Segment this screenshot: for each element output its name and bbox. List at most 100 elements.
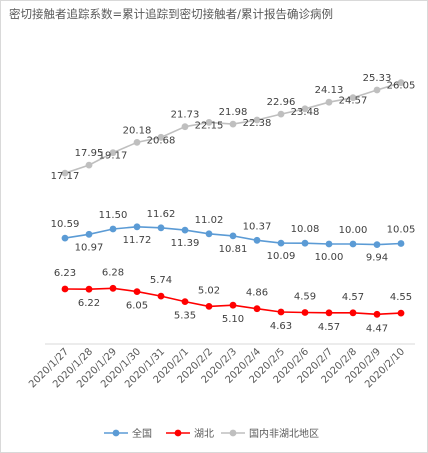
series-1-point — [325, 309, 333, 317]
series-2-point — [373, 86, 381, 94]
legend-label: 国内非湖北地区 — [249, 427, 319, 440]
data-label: 22.15 — [195, 120, 224, 131]
series-0-point — [397, 240, 405, 247]
series-2-point — [85, 161, 93, 169]
data-label: 20.18 — [123, 125, 152, 136]
series-0-point — [229, 232, 237, 240]
legend-label: 湖北 — [194, 428, 214, 440]
data-label: 21.98 — [219, 107, 248, 118]
series-2-point — [205, 119, 213, 126]
data-label: 6.28 — [102, 267, 124, 278]
legend: 全国 湖北 国内非湖北地区 — [104, 427, 319, 440]
data-label: 4.57 — [318, 322, 340, 333]
chart-title: 密切接触者追踪系数=累计追踪到密切接触者/累计报告确诊病例 — [9, 7, 334, 21]
series-1-point — [61, 285, 69, 293]
series-1-point — [181, 298, 189, 305]
series-0-point — [133, 223, 141, 231]
series-1-point — [253, 305, 261, 313]
data-label: 11.72 — [123, 235, 152, 246]
series-0-point — [325, 240, 333, 248]
series-1-point — [205, 303, 213, 310]
series-0-point — [181, 226, 189, 234]
data-label: 6.23 — [54, 268, 76, 279]
data-label: 6.22 — [78, 298, 100, 309]
series-2-point — [157, 133, 165, 141]
data-label: 24.13 — [315, 85, 344, 96]
series-1-point — [85, 285, 93, 293]
series-0-point — [109, 225, 117, 233]
legend-label: 全国 — [132, 427, 152, 440]
data-label: 4.63 — [270, 321, 292, 332]
data-labels: 10.59 10.97 11.50 11.72 11.62 11.39 11.02 10.81… — [51, 73, 416, 334]
series-2-point — [397, 79, 405, 87]
data-label: 25.33 — [363, 73, 392, 84]
series-1-point — [373, 310, 381, 318]
data-label: 4.55 — [390, 292, 412, 303]
series-2-point — [349, 94, 357, 102]
series-2-point — [229, 120, 237, 128]
data-label: 11.02 — [195, 215, 224, 226]
data-label: 9.94 — [366, 253, 388, 264]
series-1-point — [277, 308, 285, 316]
data-label: 5.74 — [150, 275, 172, 286]
data-label: 5.35 — [174, 311, 196, 322]
data-label: 17.95 — [75, 148, 104, 159]
data-label: 20.68 — [147, 135, 176, 146]
data-label: 10.81 — [219, 244, 248, 255]
series-1-point — [157, 292, 165, 300]
data-label: 10.00 — [315, 252, 344, 263]
data-label: 17.17 — [51, 171, 80, 182]
data-label: 4.86 — [246, 288, 268, 299]
data-label: 11.50 — [99, 210, 128, 221]
series-2-point — [109, 149, 117, 157]
data-label: 19.17 — [99, 151, 128, 162]
data-label: 22.38 — [243, 118, 272, 129]
series-0-point — [61, 234, 69, 242]
series-markers — [61, 79, 405, 318]
series-2-point — [181, 123, 189, 131]
series-1-point — [349, 309, 357, 317]
data-label: 26.05 — [387, 81, 416, 92]
series-1-point — [133, 288, 141, 295]
data-label: 21.73 — [171, 110, 200, 121]
x-tick-labels: 2020/1/272020/1/282020/1/292020/1/302020… — [27, 346, 407, 390]
legend-marker — [229, 429, 237, 437]
series-2-point — [61, 169, 69, 177]
series-0-point — [253, 236, 261, 244]
series-0-point — [205, 230, 213, 238]
series-1-point — [109, 284, 117, 292]
series-0-point — [157, 224, 165, 232]
data-label: 10.59 — [51, 219, 80, 230]
series-1-point — [229, 301, 237, 309]
series-2-point — [277, 110, 285, 118]
series-0-point — [85, 230, 93, 238]
data-label: 24.57 — [339, 96, 368, 107]
data-label: 10.05 — [387, 225, 416, 236]
series-1-point — [301, 309, 309, 316]
series-0-point — [349, 240, 357, 248]
data-label: 4.59 — [294, 292, 316, 303]
series-0-point — [277, 239, 285, 247]
data-label: 5.02 — [198, 285, 220, 296]
data-label: 5.10 — [222, 314, 244, 325]
series-2-point — [325, 98, 333, 106]
data-label: 10.09 — [267, 251, 296, 262]
legend-marker — [112, 429, 120, 437]
data-label: 10.97 — [75, 242, 104, 253]
data-label: 10.00 — [339, 225, 368, 236]
data-label: 10.37 — [243, 221, 272, 232]
series-2-point — [301, 105, 309, 113]
data-label: 22.96 — [267, 97, 296, 108]
legend-marker — [174, 429, 182, 437]
data-label: 4.47 — [366, 323, 388, 334]
data-label: 23.48 — [291, 107, 320, 118]
data-label: 10.08 — [291, 224, 320, 235]
series-0-point — [373, 241, 381, 249]
data-label: 11.62 — [147, 209, 176, 220]
data-label: 6.05 — [126, 301, 148, 312]
series-1-point — [397, 309, 405, 317]
data-label: 4.57 — [342, 292, 364, 303]
series-2-point — [133, 139, 141, 146]
series-0-point — [301, 239, 309, 247]
